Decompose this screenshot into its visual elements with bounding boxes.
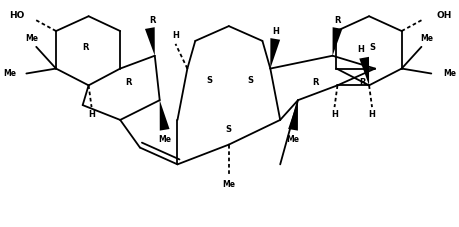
Text: S: S [247,76,253,85]
Text: Me: Me [443,69,456,78]
Text: S: S [226,125,232,134]
Text: R: R [359,78,365,87]
Text: Me: Me [158,135,171,144]
Polygon shape [160,100,169,131]
Text: H: H [358,45,364,54]
Text: S: S [206,76,212,85]
Text: R: R [82,43,89,52]
Text: S: S [369,43,375,52]
Text: Me: Me [420,35,433,43]
Polygon shape [359,57,369,85]
Text: OH: OH [436,11,452,20]
Text: R: R [150,16,156,25]
Polygon shape [288,100,298,131]
Text: H: H [88,111,95,119]
Text: H: H [272,27,279,36]
Text: Me: Me [286,135,300,144]
Text: H: H [331,111,338,119]
Polygon shape [332,27,342,56]
Polygon shape [145,27,155,56]
Text: H: H [369,111,375,119]
Text: Me: Me [4,69,17,78]
Text: H: H [172,32,179,40]
Text: Me: Me [222,180,235,189]
Text: HO: HO [9,11,24,20]
Text: R: R [334,16,341,25]
Text: R: R [125,78,131,87]
Text: Me: Me [25,35,38,43]
Text: R: R [313,78,319,87]
Polygon shape [270,38,280,69]
